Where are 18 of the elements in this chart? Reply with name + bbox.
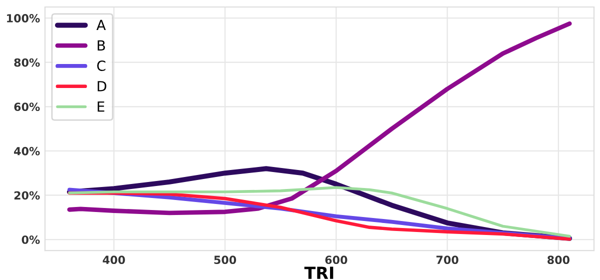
legend-label: A xyxy=(96,20,106,30)
legend-label: C xyxy=(97,60,106,72)
x-tick-label: 400 xyxy=(102,256,125,264)
y-tick-label: 40% xyxy=(14,146,40,156)
y-tick-label: 0% xyxy=(22,236,40,244)
y-tick-label: 80% xyxy=(14,58,40,67)
x-tick-label: 800 xyxy=(548,256,570,264)
legend-label: E xyxy=(98,101,104,112)
legend-label: B xyxy=(98,40,105,50)
legend-label: D xyxy=(98,81,106,92)
x-tick-label: 500 xyxy=(214,256,236,264)
y-tick-label: 20% xyxy=(14,191,40,200)
x-tick-label: 600 xyxy=(325,256,348,264)
y-tick-label: 60% xyxy=(14,102,40,112)
x-axis-title: TRI xyxy=(304,266,334,279)
line-series xyxy=(67,21,572,216)
y-tick-label: 100% xyxy=(7,14,40,22)
x-tick-label: 700 xyxy=(436,256,458,264)
